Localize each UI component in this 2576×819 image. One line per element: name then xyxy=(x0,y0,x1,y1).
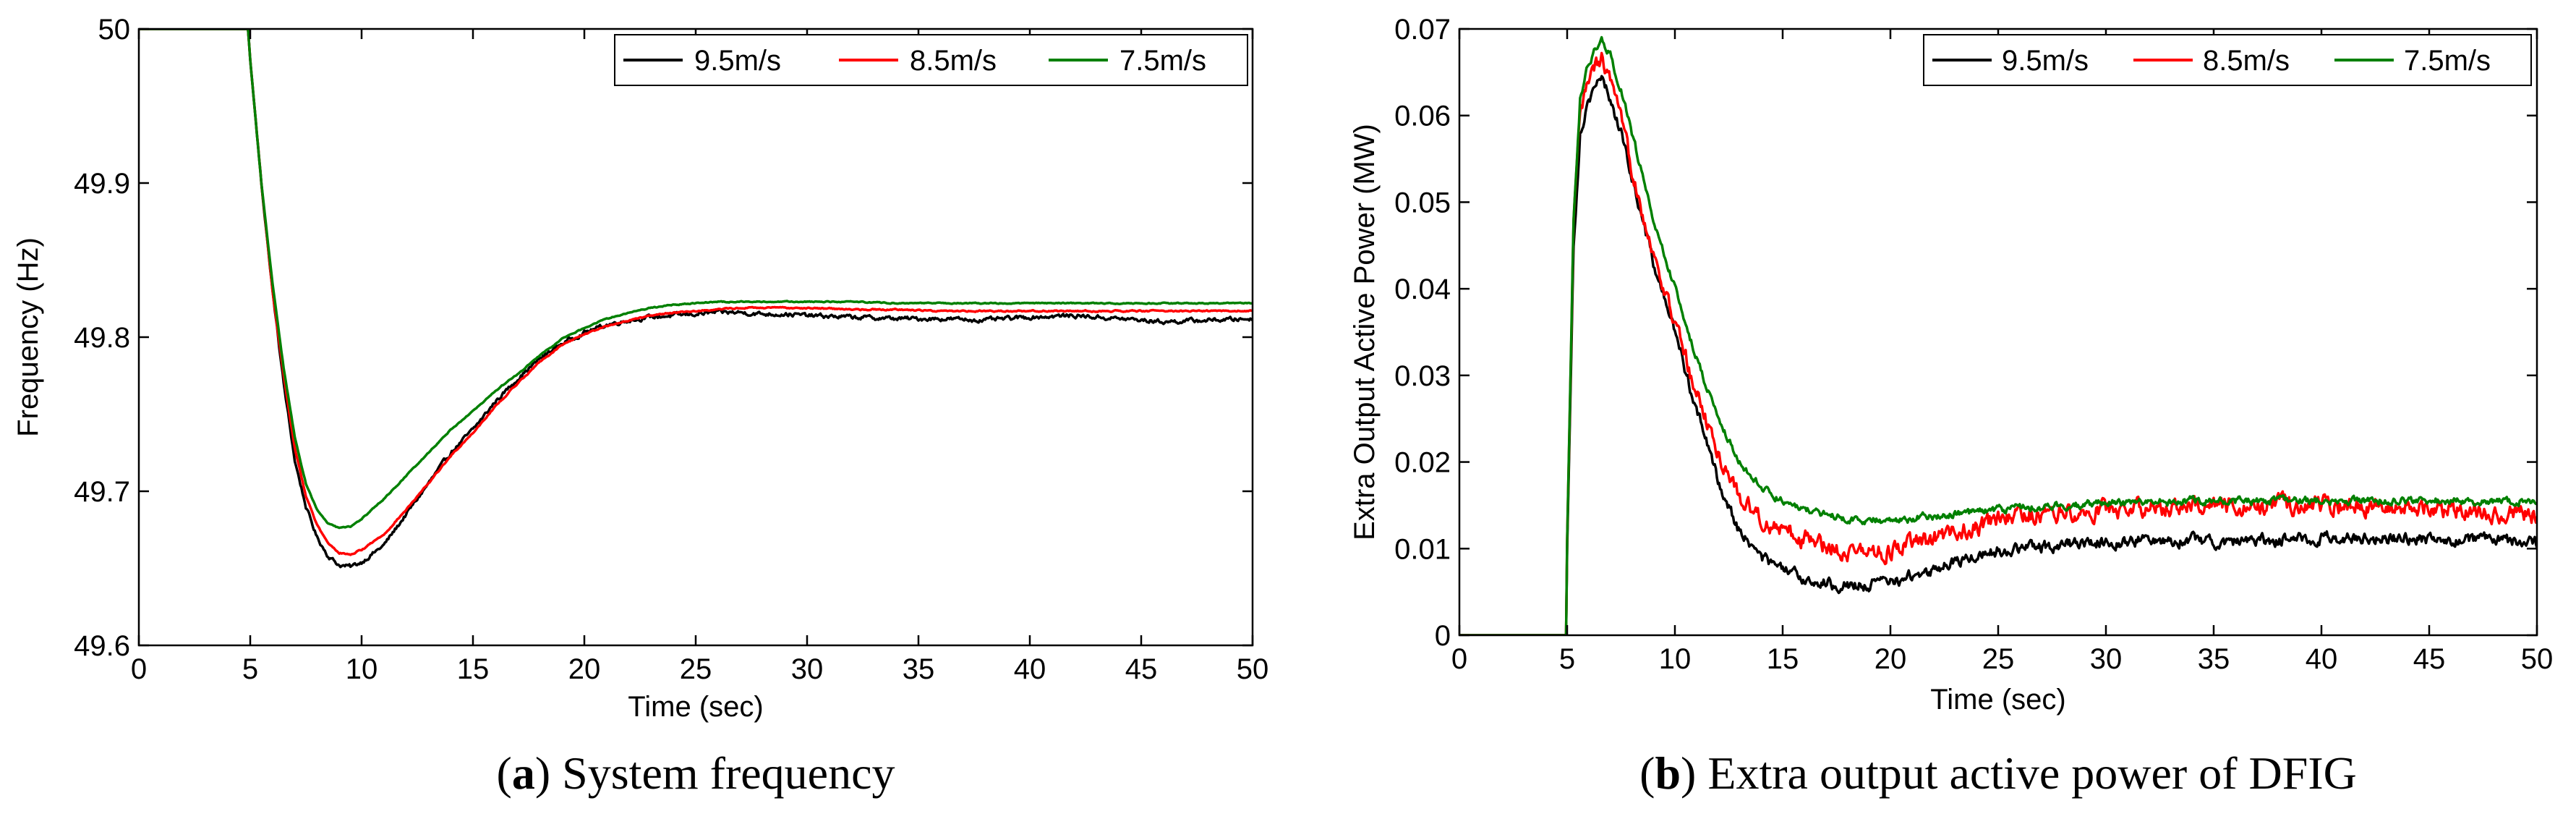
y-tick-label-a-3: 49.9 xyxy=(74,168,130,200)
x-tick-label-b-4: 20 xyxy=(1875,643,1907,675)
legend-label-a-1: 8.5m/s xyxy=(910,45,997,77)
x-tick-label-b-10: 50 xyxy=(2521,643,2554,675)
series-line-a-0 xyxy=(139,29,1253,569)
x-tick-label-b-2: 10 xyxy=(1659,643,1692,675)
x-tick-label-a-9: 45 xyxy=(1125,653,1158,685)
x-tick-label-b-3: 15 xyxy=(1767,643,1799,675)
x-tick-label-b-5: 25 xyxy=(1982,643,2015,675)
y-tick-label-b-3: 0.03 xyxy=(1394,360,1451,392)
series-line-a-1 xyxy=(139,29,1253,556)
legend-label-b-1: 8.5m/s xyxy=(2203,45,2290,77)
legend-label-b-0: 9.5m/s xyxy=(2002,45,2089,77)
x-tick-label-a-7: 35 xyxy=(903,653,935,685)
y-tick-label-a-0: 49.6 xyxy=(74,630,130,662)
x-tick-label-a-8: 40 xyxy=(1014,653,1046,685)
y-tick-label-b-2: 0.02 xyxy=(1394,447,1451,479)
y-tick-label-b-4: 0.04 xyxy=(1394,273,1451,305)
chart-system-frequency: 0 5 10 15 20 25 30 35 40 45 50 49.6 49.7 49.8 49.9 50 T… xyxy=(12,14,1268,799)
x-tick-label-b-7: 35 xyxy=(2198,643,2230,675)
y-axis-title-a: Frequency (Hz) xyxy=(12,237,44,437)
x-tick-label-b-8: 40 xyxy=(2306,643,2338,675)
y-axis-title-b: Extra Output Active Power (MW) xyxy=(1349,124,1381,540)
x-tick-label-a-0: 0 xyxy=(131,653,147,685)
caption-text-b: Extra output active power of DFIG xyxy=(1707,747,2357,799)
legend-a: 9.5m/s 8.5m/s 7.5m/s xyxy=(614,34,1248,86)
x-axis-title-a: Time (sec) xyxy=(628,691,763,723)
x-tick-label-a-4: 20 xyxy=(568,653,601,685)
y-tick-label-a-2: 49.8 xyxy=(74,322,130,354)
x-tick-label-b-0: 0 xyxy=(1451,643,1467,675)
legend-box-a xyxy=(614,34,1248,86)
caption-text-a: System frequency xyxy=(562,747,895,799)
legend-label-a-2: 7.5m/s xyxy=(1119,45,1206,77)
x-tick-label-b-6: 30 xyxy=(2090,643,2123,675)
x-tick-label-a-2: 10 xyxy=(346,653,378,685)
chart-extra-output-power: 0 5 10 15 20 25 30 35 40 45 50 0 0.01 0.02 0.03 0.04 0.0… xyxy=(1349,14,2553,799)
y-tick-label-a-4: 50 xyxy=(98,14,131,46)
x-tick-label-a-1: 5 xyxy=(242,653,258,685)
x-tick-label-a-6: 30 xyxy=(791,653,824,685)
legend-b: 9.5m/s 8.5m/s 7.5m/s xyxy=(1923,34,2532,86)
tick-layer-a: 0 5 10 15 20 25 30 35 40 45 50 49.6 49.7 49.8 49.9 50 xyxy=(74,14,1268,685)
y-tick-label-a-1: 49.7 xyxy=(74,476,130,508)
series-line-b-1 xyxy=(1459,51,2537,635)
series-layer-b xyxy=(1459,35,2537,635)
x-tick-label-b-1: 5 xyxy=(1559,643,1575,675)
y-tick-label-b-0: 0 xyxy=(1435,620,1451,652)
x-tick-label-a-5: 25 xyxy=(680,653,712,685)
x-tick-label-a-3: 15 xyxy=(457,653,490,685)
y-tick-label-b-1: 0.01 xyxy=(1394,533,1451,565)
plot-area-frame-a xyxy=(137,27,1254,647)
caption-letter-a: a xyxy=(512,747,535,799)
x-axis-title-b: Time (sec) xyxy=(1930,684,2065,716)
series-line-a-2 xyxy=(139,29,1253,530)
y-tick-label-b-5: 0.05 xyxy=(1394,187,1451,218)
tick-layer-b: 0 5 10 15 20 25 30 35 40 45 50 0 0.01 0.02 0.03 0.04 0.0… xyxy=(1394,14,2553,675)
caption-b: (b) Extra output active power of DFIG xyxy=(1639,747,2357,799)
caption-a: (a) System frequency xyxy=(497,747,895,799)
legend-label-b-2: 7.5m/s xyxy=(2404,45,2491,77)
series-layer-a xyxy=(139,29,1253,569)
series-line-b-2 xyxy=(1459,35,2537,635)
caption-letter-b: b xyxy=(1655,747,1681,799)
y-tick-label-b-6: 0.06 xyxy=(1394,101,1451,132)
legend-label-a-0: 9.5m/s xyxy=(694,45,781,77)
x-tick-label-b-9: 45 xyxy=(2413,643,2446,675)
y-tick-label-b-7: 0.07 xyxy=(1394,14,1451,46)
x-tick-label-a-10: 50 xyxy=(1237,653,1269,685)
legend-box-b xyxy=(1923,34,2532,86)
series-line-b-0 xyxy=(1459,75,2537,635)
